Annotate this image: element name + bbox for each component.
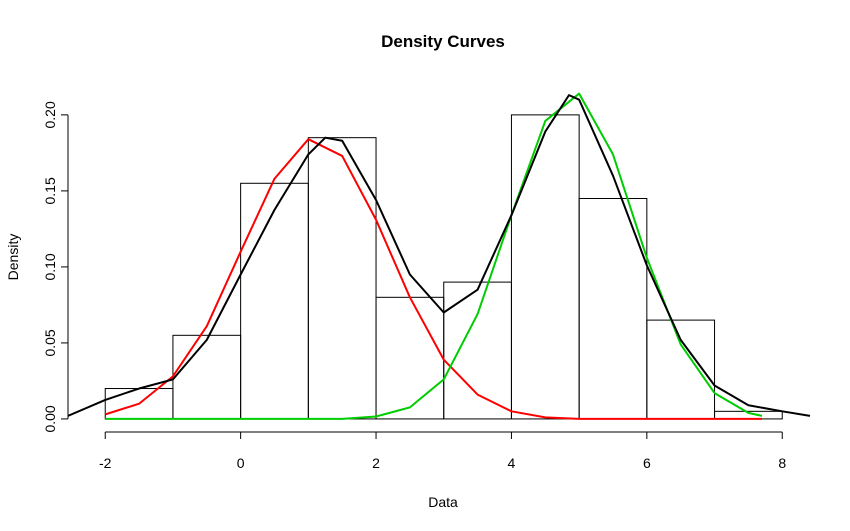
y-tick-label: 0.10 <box>42 253 58 280</box>
histogram-bar <box>375 296 445 420</box>
x-tick-label: 8 <box>778 455 786 471</box>
histogram-bar <box>578 197 648 420</box>
y-axis-label: Density <box>5 234 21 281</box>
x-tick-label: 4 <box>508 455 516 471</box>
histogram-bar <box>240 182 309 420</box>
x-tick-label: 6 <box>643 455 651 471</box>
histogram-bar <box>646 319 716 420</box>
histogram-bar <box>510 114 580 420</box>
chart-title: Density Curves <box>381 32 505 51</box>
x-axis-label: Data <box>428 494 458 510</box>
y-tick-label: 0.15 <box>42 177 58 204</box>
x-tick-label: 0 <box>237 455 245 471</box>
density-curve <box>105 92 763 420</box>
x-tick-label: 2 <box>372 455 380 471</box>
y-tick-label: 0.20 <box>42 101 58 128</box>
histogram-bar <box>172 334 242 420</box>
density-curve <box>67 94 811 417</box>
x-tick-label: -2 <box>99 455 112 471</box>
histogram-bar <box>307 137 377 420</box>
density-curve <box>104 138 762 420</box>
y-tick-label: 0.00 <box>42 405 58 432</box>
histogram-bar <box>443 281 512 420</box>
y-tick-label: 0.05 <box>42 329 58 356</box>
